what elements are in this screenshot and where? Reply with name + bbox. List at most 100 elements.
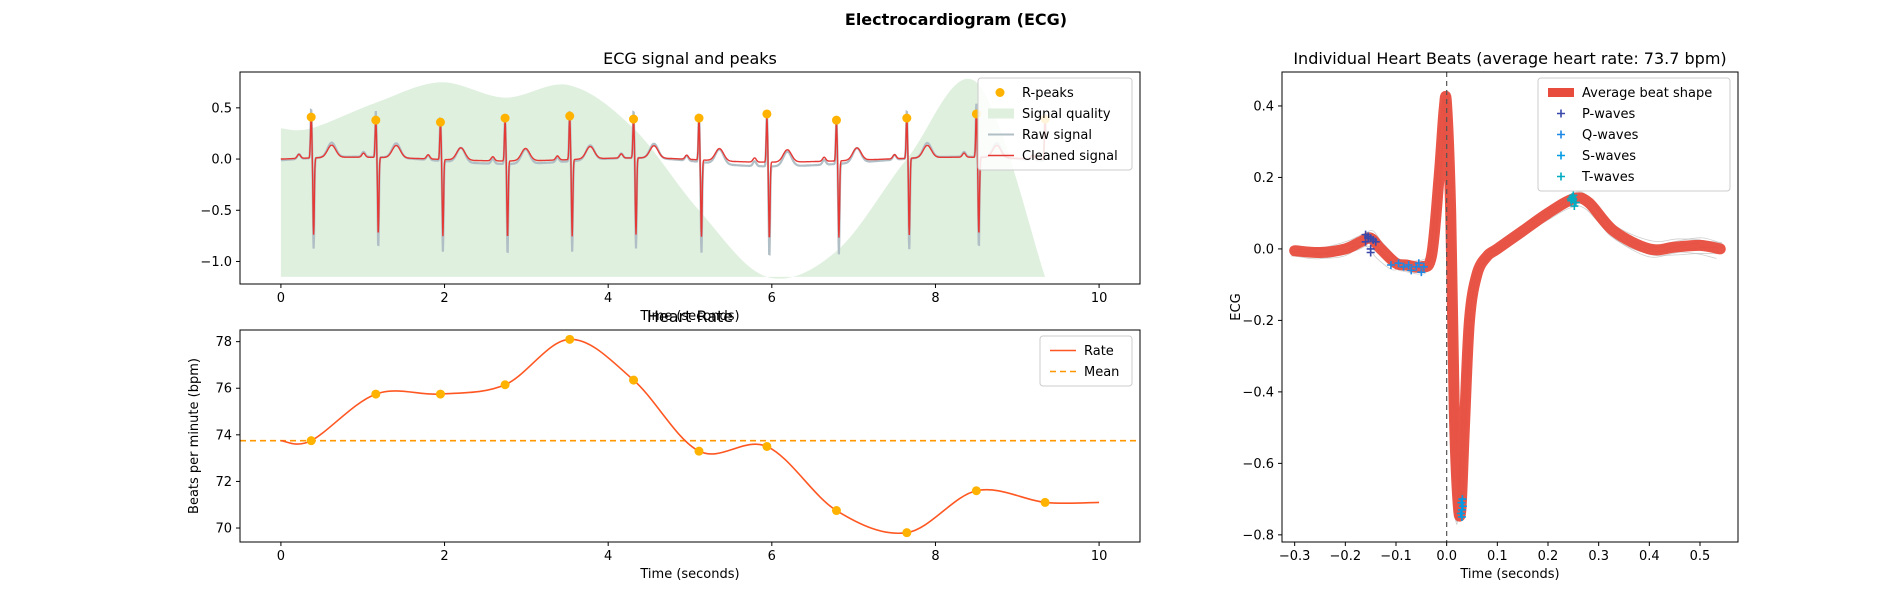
plot-area — [1289, 72, 1726, 542]
s-wave-marker — [1456, 509, 1465, 518]
r-peak-marker — [902, 113, 912, 123]
legend-box — [1537, 77, 1731, 192]
x-tick-label: −0.3 — [1279, 549, 1311, 564]
y-tick-label: 0.2 — [1253, 171, 1274, 186]
x-axis-label: Time (seconds) — [1459, 567, 1559, 582]
plot-area — [240, 334, 1140, 538]
signal-quality-area — [280, 78, 1046, 279]
r-peak-marker — [694, 113, 704, 123]
rate-point — [306, 436, 316, 446]
y-tick-label: 0.0 — [1253, 242, 1274, 257]
q-wave-marker — [1407, 266, 1416, 275]
axes-title: ECG signal and peaks — [603, 49, 777, 68]
y-axis-label: Beats per minute (bpm) — [187, 358, 202, 514]
y-tick-label: −1.0 — [200, 255, 232, 270]
legend-p-wave-swatch — [1557, 109, 1565, 118]
axes-frame — [239, 329, 1141, 543]
r-peak-marker — [371, 115, 381, 125]
rate-point — [629, 375, 639, 385]
x-tick-label: 6 — [768, 291, 776, 306]
q-wave-marker — [1414, 259, 1423, 268]
heart-beats-axes: −0.3 −0.2 −0.1 0.0 0.1 0.2 0.3 0.4 0.5 −0.8 −0.6 −0… — [1229, 49, 1739, 582]
rate-point — [435, 389, 445, 399]
x-tick-label: 10 — [1091, 291, 1108, 306]
rate-point — [762, 441, 772, 451]
r-peak-marker — [306, 112, 316, 122]
q-wave-marker — [1417, 268, 1426, 277]
legend-label: Raw signal — [1022, 128, 1092, 143]
q-wave-marker — [1399, 262, 1408, 271]
x-tick-label: −0.1 — [1380, 549, 1412, 564]
y-tick-label: 0.0 — [211, 153, 232, 168]
axes-title: Heart Rate — [647, 307, 733, 326]
legend-quality-swatch — [988, 108, 1014, 119]
x-tick-label: 0.0 — [1436, 549, 1457, 564]
legend-label: Signal quality — [1022, 107, 1111, 122]
legend-label: S-waves — [1582, 149, 1636, 164]
legend-r-peaks-swatch — [995, 88, 1005, 97]
x-tick-label: 8 — [931, 549, 939, 564]
s-wave-marker — [1457, 505, 1466, 514]
r-peak-marker — [565, 111, 575, 121]
q-wave-marker — [1404, 261, 1413, 270]
y-tick-label: 76 — [215, 382, 232, 397]
s-wave-marker — [1458, 495, 1467, 504]
x-tick-label: 0.2 — [1538, 549, 1559, 564]
y-tick-label: −0.5 — [200, 204, 232, 219]
x-tick-label: 8 — [931, 291, 939, 306]
legend-label: Average beat shape — [1582, 86, 1712, 101]
y-tick-label: 0.4 — [1253, 99, 1274, 114]
t-wave-marker — [1570, 202, 1579, 211]
r-peak-marker — [762, 109, 772, 119]
rate-line — [280, 338, 1100, 535]
plot-area — [280, 78, 1050, 279]
legend-box — [977, 77, 1133, 171]
y-axis-label: ECG — [1229, 293, 1244, 320]
t-wave-marker — [1568, 193, 1577, 202]
rate-point — [565, 334, 575, 344]
s-wave-marker — [1457, 512, 1466, 521]
y-tick-label: 74 — [215, 428, 232, 443]
x-tick-label: 0.1 — [1487, 549, 1508, 564]
y-tick-label: 78 — [215, 335, 232, 350]
legend-label: Cleaned signal — [1022, 149, 1118, 164]
rate-point — [694, 446, 704, 456]
legend-t-wave-swatch — [1557, 172, 1565, 181]
q-wave-marker — [1419, 262, 1428, 271]
legend-s-wave-swatch — [1557, 151, 1565, 160]
x-tick-label: 0.5 — [1690, 549, 1711, 564]
rate-point — [831, 506, 841, 516]
rate-point — [971, 486, 981, 496]
x-tick-label: 0 — [277, 291, 285, 306]
rate-point — [371, 389, 381, 399]
axes-frame — [239, 71, 1141, 285]
ecg-signal-axes: 0 2 4 6 8 10 −1.0 −0.5 0.0 0.5 ECG signal and peak… — [200, 49, 1141, 324]
s-wave-marker — [1458, 502, 1467, 511]
y-tick-label: −0.8 — [1242, 528, 1274, 543]
x-tick-label: 6 — [768, 549, 776, 564]
q-wave-marker — [1386, 261, 1395, 270]
y-tick-label: −0.2 — [1242, 314, 1274, 329]
legend-box — [1039, 335, 1133, 387]
t-wave-marker — [1567, 196, 1576, 205]
x-tick-label: 4 — [604, 549, 612, 564]
x-tick-label: 4 — [604, 291, 612, 306]
p-wave-marker — [1364, 234, 1373, 243]
x-tick-label: −0.2 — [1330, 549, 1362, 564]
x-tick-label: 10 — [1091, 549, 1108, 564]
legend-label: R-peaks — [1022, 86, 1074, 101]
axes-title: Individual Heart Beats (average heart ra… — [1293, 49, 1726, 68]
y-tick-label: −0.6 — [1242, 457, 1274, 472]
p-wave-marker — [1371, 237, 1380, 246]
legend-label: Rate — [1084, 344, 1114, 359]
rate-point — [902, 528, 912, 538]
y-tick-label: −0.4 — [1242, 385, 1274, 400]
cleaned-signal-line — [280, 112, 1047, 238]
x-tick-label: 0.4 — [1639, 549, 1660, 564]
r-peak-marker — [831, 115, 841, 125]
average-beat-line — [1289, 90, 1726, 522]
q-wave-marker — [1394, 259, 1403, 268]
rate-point — [500, 380, 510, 390]
axes-frame — [1281, 71, 1739, 543]
